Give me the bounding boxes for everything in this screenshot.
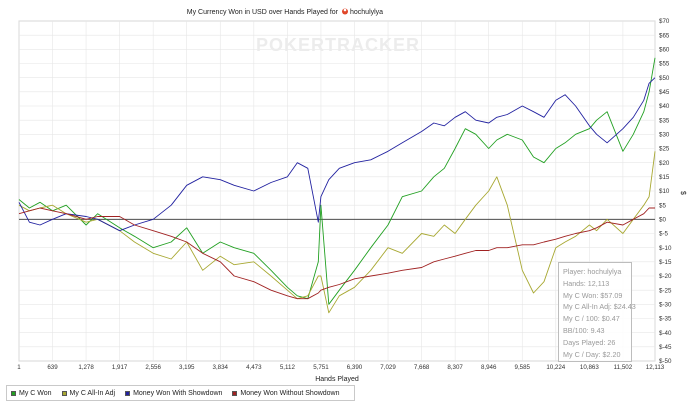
player-name: hochulylya	[350, 9, 383, 16]
y-tick-label: $5	[659, 202, 666, 209]
player-icon	[342, 8, 348, 15]
y-tick-label: $40	[659, 103, 670, 110]
y-tick-label: $60	[659, 47, 670, 54]
x-tick-label: 3,834	[213, 364, 229, 371]
legend-item-my-c-won: My C Won	[11, 390, 52, 397]
x-tick-label: 1	[17, 364, 21, 371]
x-tick-label: 2,556	[145, 364, 161, 371]
y-tick-label: $45	[659, 89, 670, 96]
stat-per100: My C / 100: $0.47	[563, 314, 620, 324]
x-tick-label: 7,029	[380, 364, 396, 371]
legend-label: Money Won Without Showdown	[240, 389, 340, 397]
x-tick-label: 9,585	[515, 364, 531, 371]
y-tick-label: $-50	[659, 358, 672, 365]
y-tick-label: $-45	[659, 344, 672, 351]
x-tick-label: 10,863	[580, 364, 599, 371]
stats-box: Player: hochulylya Hands: 12,113 My C Wo…	[558, 262, 636, 362]
y-tick-label: $-15	[659, 259, 672, 266]
legend-item-my-c-all-in-adj: My C All-In Adj	[61, 389, 116, 397]
stat-hands: Hands: 12,113	[563, 278, 610, 288]
series-line-my-c-won	[18, 57, 656, 305]
x-tick-label: 7,668	[414, 364, 430, 371]
series-line-my-c-all-in-adj	[18, 151, 656, 314]
y-tick-label: $-5	[659, 231, 669, 238]
chart-title: My Currency Won in USD over Hands Played…	[187, 9, 339, 16]
y-tick-label: $15	[659, 174, 670, 181]
y-tick-label: $55	[659, 61, 670, 68]
legend: My C Won My C All-In Adj Money Won With Sh…	[6, 385, 355, 401]
chart: My Currency Won in USD over Hands Played…	[17, 8, 686, 383]
stat-per-day: My C / Day: $2.20	[563, 349, 621, 359]
stat-bb100: BB/100: 9.43	[563, 325, 605, 335]
x-tick-label: 8,307	[447, 364, 463, 371]
legend-swatch	[11, 390, 16, 396]
legend-label: Money Won With Showdown	[133, 389, 223, 397]
x-tick-label: 1,917	[112, 364, 128, 371]
x-tick-label: 12,113	[646, 364, 665, 371]
y-tick-label: $-10	[659, 245, 672, 252]
legend-label: My C Won	[19, 389, 52, 397]
y-tick-label: $50	[659, 75, 670, 82]
y-tick-label: $0	[659, 217, 666, 224]
y-tick-label: $70	[659, 18, 670, 25]
series-line-money-won-without-showdown	[18, 207, 655, 300]
grid	[18, 20, 656, 362]
legend-label: My C All-In Adj	[69, 389, 116, 397]
y-tick-label: $-20	[659, 273, 672, 280]
stat-won: My C Won: $57.09	[563, 290, 623, 300]
y-axis-label: $	[679, 191, 686, 195]
x-tick-label: 8,946	[481, 364, 497, 371]
x-tick-label: 10,224	[546, 364, 565, 371]
x-tick-label: 11,502	[614, 364, 633, 371]
x-tick-label: 5,112	[280, 364, 296, 371]
y-tick-label: $-25	[659, 287, 672, 294]
y-tick-label: $-35	[659, 316, 672, 323]
x-tick-labels: 1 639 1,278 1,917 2,556 3,195 3,834 4,473 5,112 5…	[17, 364, 665, 371]
x-tick-label: 4,473	[246, 364, 262, 371]
y-tick-label: $10	[659, 188, 670, 195]
y-tick-label: $30	[659, 132, 670, 139]
y-tick-label: $-40	[659, 330, 672, 337]
legend-swatch	[125, 390, 131, 396]
stat-allin-adj: My C All-In Adj: $24.43	[563, 302, 636, 312]
watermark: POKERTRACKER	[256, 35, 420, 55]
y-tick-label: $-30	[659, 302, 672, 309]
stat-player: Player: hochulylya	[563, 267, 622, 276]
x-tick-label: 6,390	[347, 364, 363, 371]
stat-days: Days Played: 26	[563, 337, 616, 347]
x-tick-label: 5,751	[313, 364, 329, 371]
legend-item-money-won-with-showdown: Money Won With Showdown	[125, 390, 222, 397]
y-tick-label: $35	[659, 117, 670, 124]
y-tick-labels: $70 $65 $60 $55 $50 $45 $40 $35 $30 $25 $20 $15 $10 $…	[659, 18, 672, 365]
y-tick-label: $65	[659, 32, 670, 39]
series-group	[18, 57, 656, 314]
y-tick-label: $20	[659, 160, 670, 167]
legend-swatch	[61, 390, 67, 396]
y-tick-label: $25	[659, 146, 670, 153]
x-tick-label: 639	[47, 364, 58, 371]
series-line-money-won-with-showdown	[18, 77, 656, 232]
legend-item-money-won-without-showdown: Money Won Without Showdown	[232, 389, 340, 397]
x-tick-label: 3,195	[179, 364, 195, 371]
x-axis-label: Hands Played	[315, 376, 359, 383]
x-tick-label: 1,278	[78, 364, 94, 371]
legend-swatch	[232, 390, 238, 396]
